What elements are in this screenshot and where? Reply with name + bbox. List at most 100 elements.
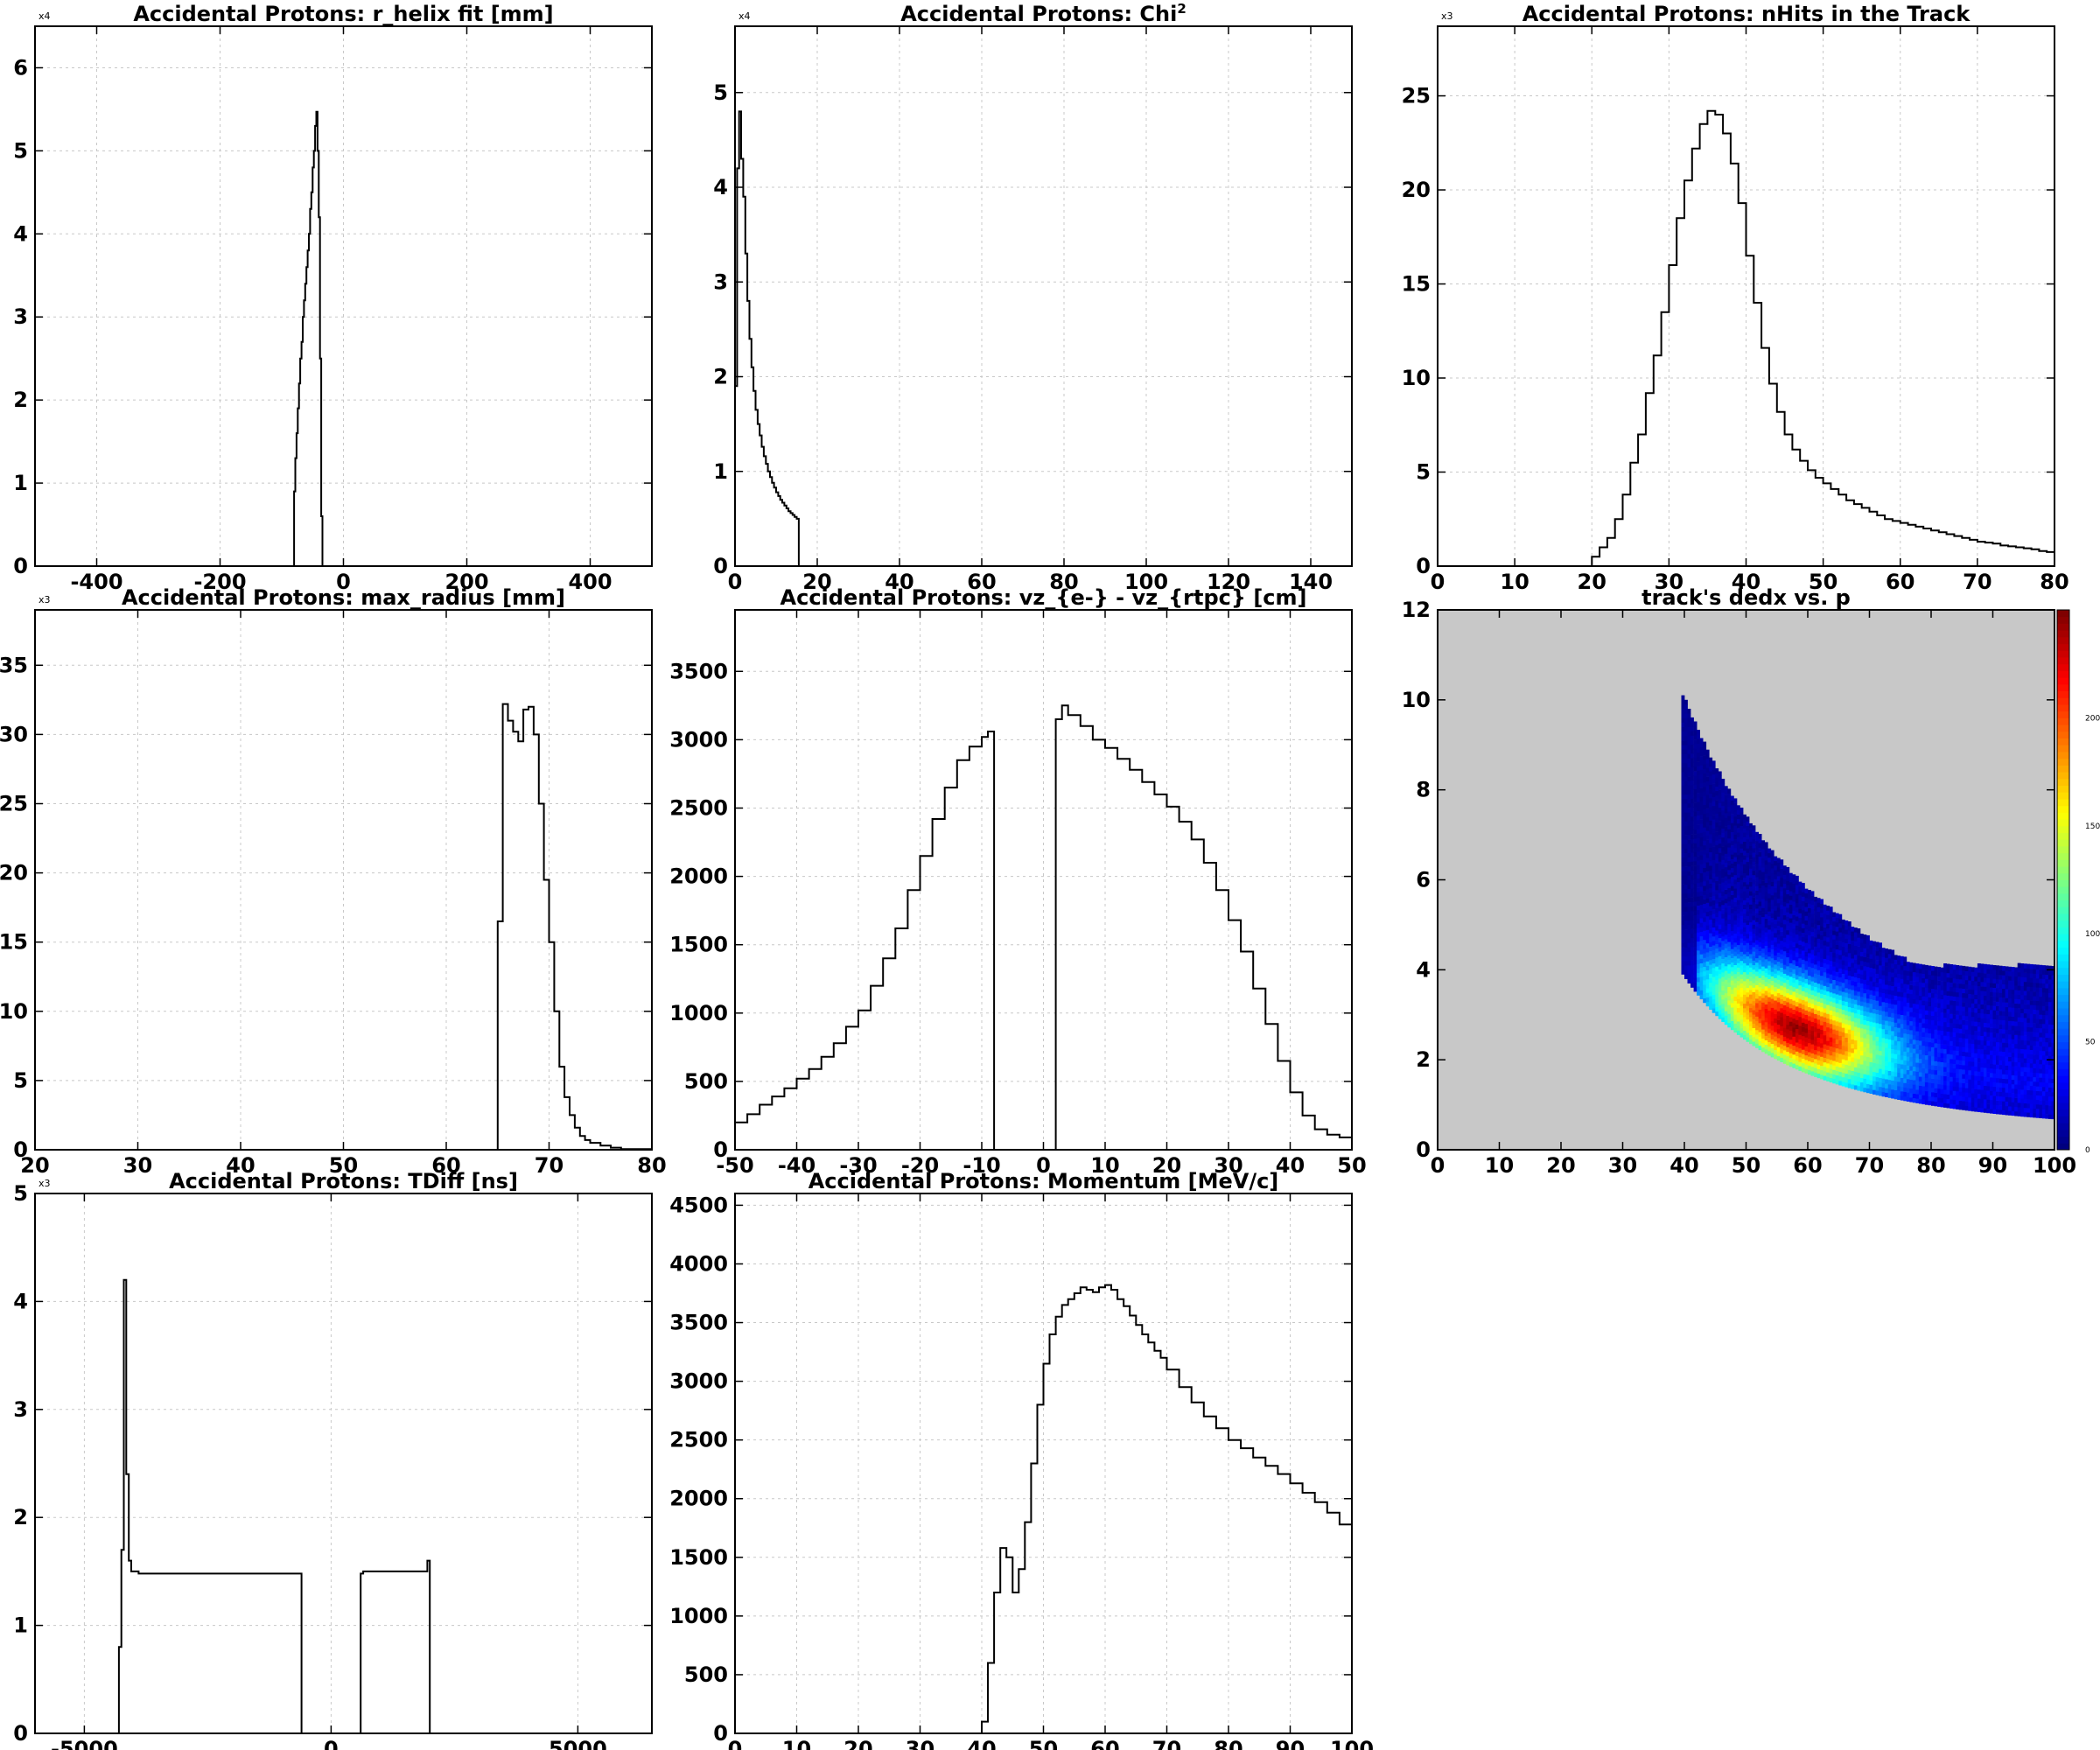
heatmap-cell <box>1724 826 1728 832</box>
heatmap-cell <box>1798 908 1802 914</box>
heatmap-cell <box>1915 1058 1920 1063</box>
heatmap-cell <box>1712 832 1716 838</box>
heatmap-cell <box>1721 945 1726 950</box>
heatmap-cell <box>1986 986 1991 992</box>
heatmap-cell <box>1980 1008 1984 1014</box>
heatmap-cell <box>1768 929 1772 934</box>
heatmap-cell <box>1795 997 1799 1003</box>
heatmap-cell <box>1928 1073 1932 1079</box>
heatmap-cell <box>2014 985 2019 990</box>
heatmap-cell <box>1776 956 1781 962</box>
heatmap-cell <box>1709 865 1713 871</box>
heatmap-cell <box>1715 826 1719 832</box>
heatmap-cell <box>1786 1042 1790 1047</box>
heatmap-cell <box>1804 1005 1809 1011</box>
heatmap-cell <box>1992 1018 1997 1025</box>
heatmap-cell <box>1693 843 1698 848</box>
heatmap-cell <box>1879 951 1882 957</box>
heatmap-cell <box>1866 948 1870 954</box>
heatmap-cell <box>1986 1095 1991 1100</box>
heatmap-cell <box>1786 876 1790 881</box>
heatmap-cell <box>1697 770 1700 775</box>
heatmap-cell <box>1879 1054 1882 1060</box>
heatmap-cell <box>1897 1090 1901 1096</box>
heatmap-cell <box>1912 1030 1916 1036</box>
heatmap-cell <box>1851 1034 1855 1040</box>
heatmap-cell <box>1912 1039 1916 1045</box>
heatmap-cell <box>2011 1020 2015 1026</box>
heatmap-cell <box>1851 935 1855 941</box>
heatmap-cell <box>1687 848 1691 853</box>
heatmap-cell <box>2023 1049 2027 1054</box>
heatmap-cell <box>1798 913 1802 919</box>
heatmap-cell <box>1857 928 1861 934</box>
heatmap-cell <box>1718 843 1722 849</box>
heatmap-cell <box>1709 798 1713 803</box>
heatmap-cell <box>1795 1024 1799 1030</box>
heatmap-cell <box>1998 975 2003 980</box>
heatmap-cell <box>1958 1091 1963 1096</box>
heatmap-cell <box>1697 815 1700 821</box>
heatmap-cell <box>1693 982 1698 988</box>
heatmap-cell <box>1974 1102 1978 1108</box>
heatmap-cell <box>1724 893 1728 900</box>
heatmap-cell <box>1684 875 1688 880</box>
heatmap-cell <box>1894 955 1898 960</box>
heatmap-cell <box>1792 892 1796 898</box>
heatmap-cell <box>1974 1088 1978 1094</box>
heatmap-cell <box>1977 1084 1981 1090</box>
heatmap-cell <box>1690 843 1694 849</box>
heatmap-cell <box>1924 1018 1928 1025</box>
heatmap-cell <box>1788 918 1793 923</box>
heatmap-cell <box>1768 871 1772 876</box>
y-tick-label: 1 <box>713 459 728 484</box>
heatmap-cell <box>1879 1050 1882 1056</box>
heatmap-cell <box>1990 1027 1993 1033</box>
heatmap-cell <box>1730 917 1734 922</box>
heatmap-cell <box>1736 859 1740 864</box>
heatmap-cell <box>1918 1085 1922 1091</box>
heatmap-cell <box>1727 793 1732 798</box>
heatmap-cell <box>1931 1006 1935 1012</box>
heatmap-cell <box>1703 844 1707 850</box>
heatmap-cell <box>1721 868 1726 874</box>
heatmap-cell <box>1736 940 1740 946</box>
heatmap-cell <box>1774 1036 1778 1041</box>
heatmap-cell <box>1792 960 1796 965</box>
heatmap-cell <box>1996 1037 1999 1043</box>
heatmap-cell <box>2017 1026 2021 1032</box>
heatmap-cell <box>1857 950 1861 956</box>
heatmap-cell <box>1832 1002 1837 1007</box>
heatmap-cell <box>2026 982 2031 987</box>
heatmap-cell <box>1894 986 1898 991</box>
heatmap-cell <box>2023 1031 2027 1036</box>
heatmap-cell <box>1891 1017 1895 1023</box>
heatmap-cell <box>1721 985 1726 990</box>
heatmap-cell <box>1721 801 1726 807</box>
heatmap-cell <box>1758 865 1762 871</box>
heatmap-cell <box>1814 1045 1817 1051</box>
heatmap-cell <box>1743 850 1746 856</box>
heatmap-cell <box>1887 1053 1892 1058</box>
heatmap-cell <box>1835 1070 1839 1076</box>
heatmap-cell <box>1912 1084 1916 1089</box>
x-tick-label: 80 <box>1049 570 1078 594</box>
heatmap-cell <box>1705 866 1710 872</box>
heatmap-cell <box>1709 780 1713 785</box>
heatmap-cell <box>1879 1018 1882 1025</box>
heatmap-cell <box>1752 991 1756 998</box>
heatmap-cell <box>1924 1054 1928 1060</box>
heatmap-cell <box>1721 832 1726 838</box>
heatmap-cell <box>1912 1017 1916 1022</box>
heatmap-cell <box>1764 1026 1768 1032</box>
heatmap-cell <box>1681 911 1685 916</box>
heatmap-cell <box>1990 1099 1993 1105</box>
heatmap-cell <box>1962 1028 1966 1034</box>
heatmap-cell <box>1943 1021 1947 1027</box>
heatmap-cell <box>1721 823 1726 829</box>
heatmap-cell <box>2011 1047 2015 1054</box>
heatmap-cell <box>1788 1053 1793 1058</box>
heatmap-cell <box>1857 1072 1861 1078</box>
heatmap-cell <box>1681 812 1685 817</box>
heatmap-cell <box>2033 1090 2037 1096</box>
